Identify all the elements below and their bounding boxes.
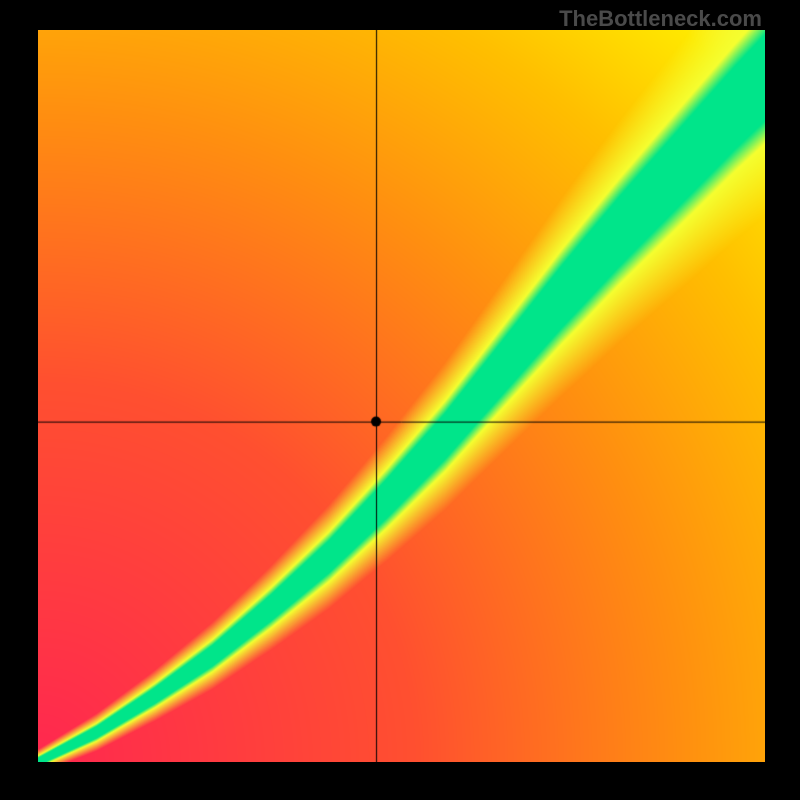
chart-frame <box>38 30 765 762</box>
bottleneck-heatmap-canvas <box>38 30 765 762</box>
watermark-label: TheBottleneck.com <box>559 6 762 32</box>
